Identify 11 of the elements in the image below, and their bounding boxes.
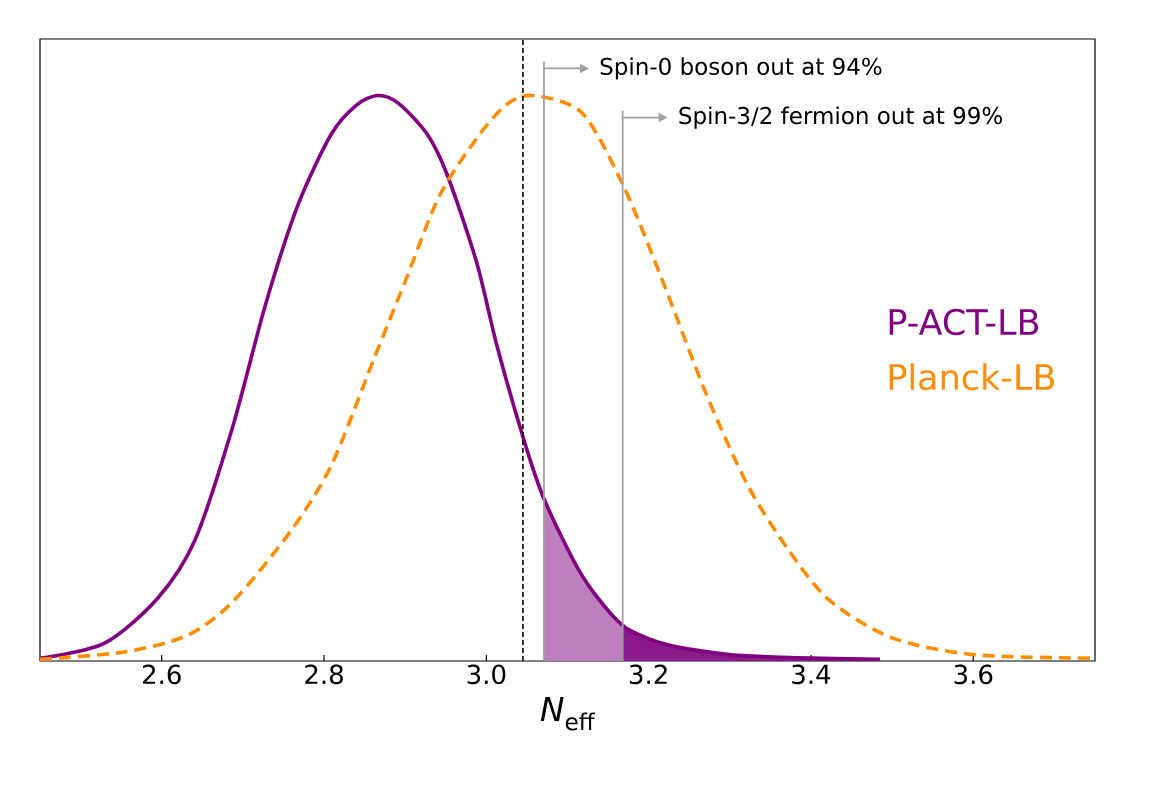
text: Planck-LB xyxy=(889,363,1054,391)
x-tick-label: 3.0 xyxy=(467,664,506,685)
x-tick-label: 3.2 xyxy=(629,664,667,685)
x-tick-label: 2.6 xyxy=(142,664,181,685)
x-tick-label: 3.4 xyxy=(792,664,831,685)
x-tick-label: 2.8 xyxy=(305,664,343,685)
ref-line-label: Spin-3/2 fermion out at 99% xyxy=(679,106,1002,129)
x-tick-label: 3.6 xyxy=(954,664,993,685)
x-axis-title: N$_{eff}$ xyxy=(540,697,596,731)
text: P-ACT-LB xyxy=(889,308,1039,336)
ref-line-label: Spin-0 boson out at 94% xyxy=(600,57,882,80)
